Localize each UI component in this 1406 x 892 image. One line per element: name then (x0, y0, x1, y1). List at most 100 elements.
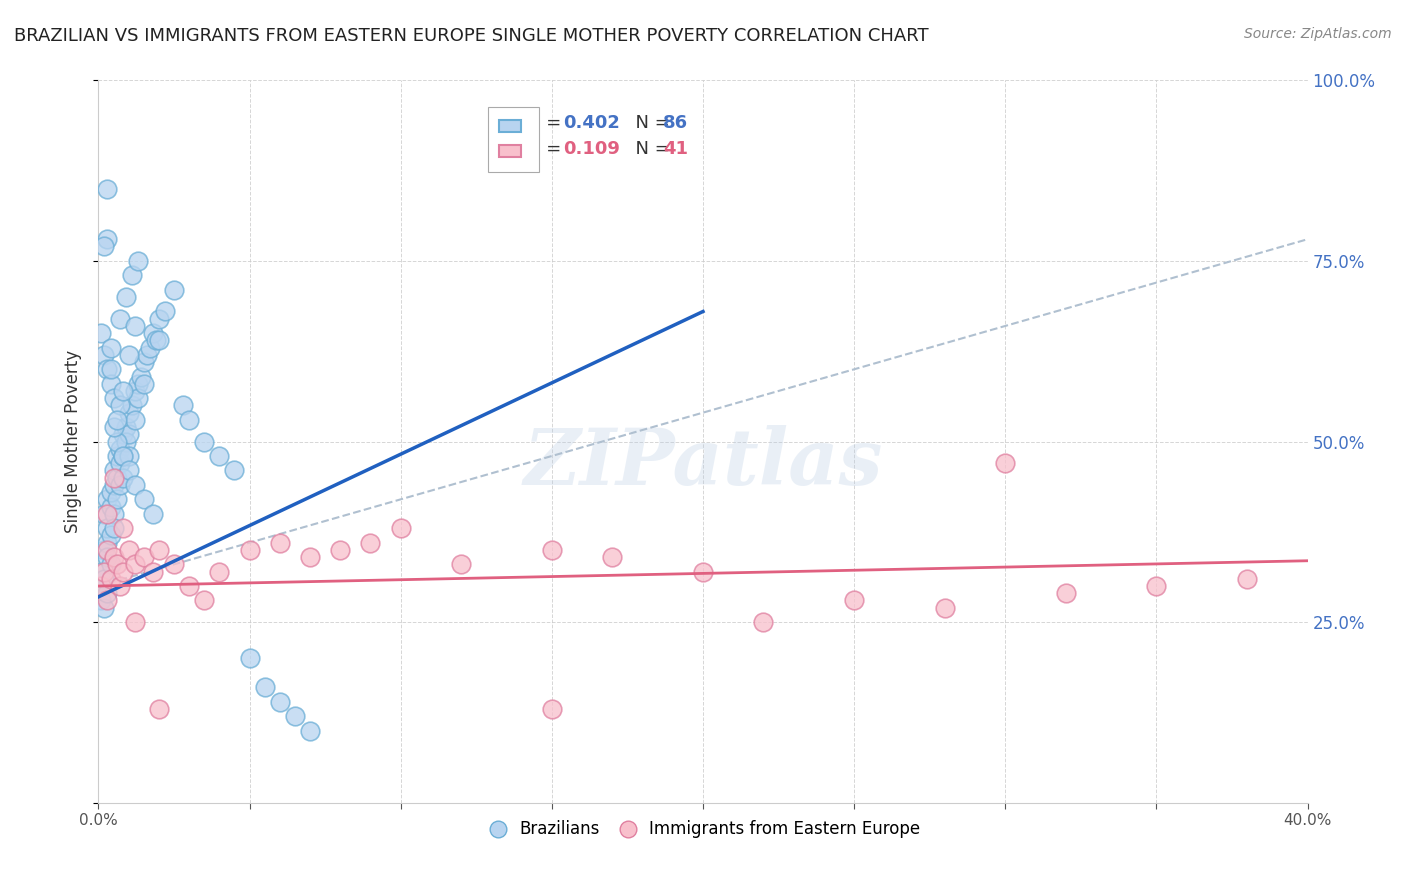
Point (93, 507, 115, 521)
Point (124, 318, 146, 333)
Point (148, 542, 170, 557)
Point (124, 478, 146, 492)
Point (96, 586, 118, 600)
Point (100, 558, 122, 572)
Point (132, 376, 155, 391)
Point (602, 550, 624, 565)
Point (93, 239, 115, 253)
Text: Source: ZipAtlas.com: Source: ZipAtlas.com (1244, 27, 1392, 41)
Point (111, 384, 134, 398)
Point (118, 449, 141, 463)
Point (114, 290, 136, 304)
Point (284, 709, 307, 723)
Point (934, 600, 956, 615)
Point (124, 558, 146, 572)
Point (752, 615, 775, 630)
Point (111, 521, 134, 535)
Point (114, 420, 136, 434)
Point (103, 420, 125, 434)
Point (224, 463, 246, 477)
Point (127, 376, 149, 391)
Point (208, 565, 231, 579)
Point (127, 253, 149, 268)
Point (132, 355, 155, 369)
Point (299, 723, 322, 738)
Point (844, 593, 866, 607)
Point (103, 470, 125, 484)
Point (96, 521, 118, 535)
Point (994, 456, 1017, 470)
Point (179, 579, 201, 593)
Point (124, 615, 146, 630)
Point (105, 492, 128, 507)
Point (100, 528, 122, 542)
Point (1236, 572, 1258, 586)
Text: R =: R = (527, 140, 567, 158)
Point (105, 434, 128, 449)
Point (148, 311, 170, 326)
Point (108, 398, 131, 412)
Text: 0.109: 0.109 (562, 140, 620, 158)
Point (127, 391, 149, 405)
Point (103, 521, 125, 535)
Point (239, 651, 262, 665)
Point (100, 341, 122, 355)
Point (118, 542, 141, 557)
Point (193, 593, 215, 607)
Point (299, 550, 322, 565)
Point (129, 369, 152, 384)
Point (90, 579, 112, 593)
Point (135, 348, 157, 362)
Point (329, 542, 352, 557)
Point (108, 456, 131, 470)
Point (93, 600, 115, 615)
Point (692, 565, 714, 579)
Point (93, 542, 115, 557)
Point (208, 449, 231, 463)
Point (93, 565, 115, 579)
Text: BRAZILIAN VS IMMIGRANTS FROM EASTERN EUROPE SINGLE MOTHER POVERTY CORRELATION CH: BRAZILIAN VS IMMIGRANTS FROM EASTERN EUR… (14, 27, 929, 45)
Legend: Brazilians, Immigrants from Eastern Europe: Brazilians, Immigrants from Eastern Euro… (479, 814, 927, 845)
Point (96, 362, 118, 376)
Point (132, 550, 155, 565)
Point (100, 362, 122, 376)
Point (108, 311, 131, 326)
Point (163, 283, 186, 297)
Point (103, 463, 125, 477)
Text: 41: 41 (664, 140, 688, 158)
Text: R =: R = (527, 113, 567, 131)
Point (114, 434, 136, 449)
Point (103, 391, 125, 405)
Point (105, 449, 128, 463)
Point (269, 695, 291, 709)
Text: 0.402: 0.402 (562, 113, 620, 131)
Point (172, 398, 194, 412)
Point (1144, 579, 1167, 593)
Point (179, 413, 201, 427)
Point (153, 304, 176, 318)
Point (118, 406, 141, 420)
Point (360, 535, 382, 549)
Point (103, 550, 125, 565)
Point (100, 500, 122, 514)
Point (139, 341, 162, 355)
Point (142, 565, 165, 579)
Point (148, 702, 170, 716)
Point (269, 535, 291, 549)
Point (253, 680, 276, 694)
Point (93, 572, 115, 586)
Point (111, 565, 134, 579)
Point (450, 558, 472, 572)
Point (111, 427, 134, 442)
Point (148, 334, 170, 348)
Point (93, 348, 115, 362)
Point (108, 478, 131, 492)
Point (96, 542, 118, 557)
Point (142, 507, 165, 521)
Point (121, 268, 143, 283)
Point (96, 550, 118, 565)
Point (389, 521, 412, 535)
Point (96, 182, 118, 196)
Point (124, 413, 146, 427)
Point (163, 558, 186, 572)
